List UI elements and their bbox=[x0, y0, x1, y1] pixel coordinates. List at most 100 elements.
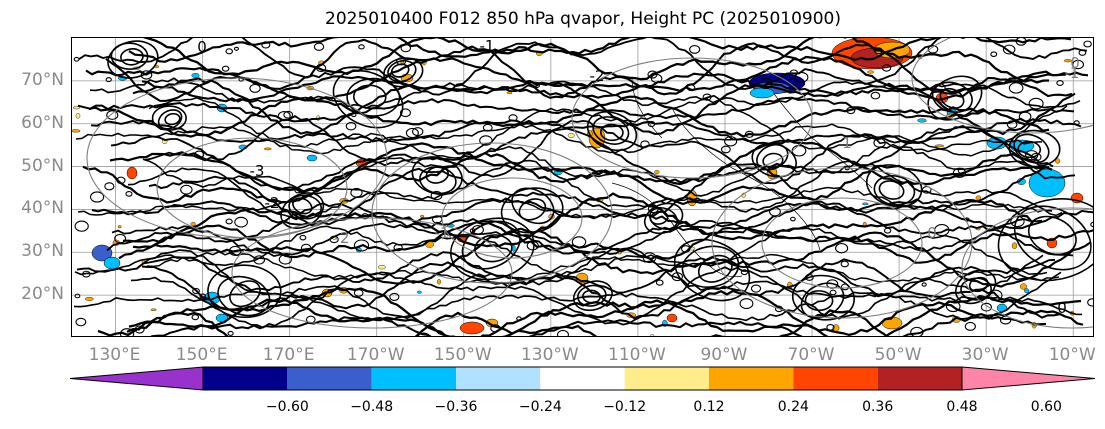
height-contour-speck bbox=[789, 69, 799, 77]
latitude-label: 50°N bbox=[21, 155, 64, 176]
colorbar-extend-high bbox=[961, 366, 1095, 391]
height-contour-loop bbox=[681, 245, 740, 288]
moisture-anomaly-speck bbox=[437, 279, 441, 285]
height-contour-speck bbox=[835, 243, 849, 254]
height-contour-speck bbox=[571, 236, 587, 248]
height-contour-speck bbox=[396, 57, 407, 66]
contour-label: -1 bbox=[1065, 64, 1080, 82]
height-contour-loop bbox=[586, 111, 638, 152]
contour-label: 0 bbox=[1070, 54, 1080, 72]
coastlines bbox=[611, 77, 873, 278]
height-contour-speck bbox=[846, 106, 856, 115]
height-contour-line bbox=[142, 38, 1050, 84]
height-contour-speck bbox=[945, 300, 961, 313]
height-contour-speck bbox=[650, 73, 663, 84]
height-contour-speck bbox=[987, 289, 1003, 302]
colorbar-tick-label: 0.60 bbox=[1030, 399, 1062, 415]
height-contour-speck bbox=[412, 127, 424, 137]
colorbar-tick-label: −0.24 bbox=[518, 399, 562, 415]
height-contour-line bbox=[144, 115, 1076, 185]
height-contour-loop bbox=[804, 290, 834, 312]
height-contour-speck bbox=[89, 191, 105, 203]
height-contour-speck bbox=[791, 145, 807, 157]
height-contour-speck bbox=[199, 293, 207, 299]
height-contour-speck bbox=[933, 83, 946, 93]
height-contour-speck bbox=[870, 91, 881, 100]
height-contour-speck bbox=[221, 65, 230, 72]
height-contour-speck bbox=[125, 191, 133, 197]
height-contour-loop bbox=[592, 116, 630, 145]
moisture-anomaly-speck bbox=[72, 129, 81, 133]
height-contour-speck bbox=[1010, 215, 1025, 228]
height-contour-speck bbox=[104, 182, 115, 191]
height-contour-speck bbox=[490, 324, 501, 333]
height-contour-speck bbox=[358, 44, 365, 50]
longitude-label: 90°W bbox=[700, 345, 748, 365]
height-contour-speck bbox=[686, 84, 696, 92]
height-contour-loop bbox=[1013, 205, 1092, 271]
height-contour-loop bbox=[157, 109, 183, 130]
height-contour-speck bbox=[105, 77, 112, 83]
height-contour-loop bbox=[756, 143, 789, 171]
height-contour-speck bbox=[957, 167, 966, 175]
height-contour-line bbox=[128, 38, 1072, 63]
height-contour-speck bbox=[980, 302, 992, 312]
colorbar-tick-label: 0.24 bbox=[777, 399, 809, 415]
height-contour-speck bbox=[194, 150, 205, 159]
latitude-label: 30°N bbox=[21, 241, 64, 262]
moisture-anomaly-speck bbox=[1019, 283, 1027, 290]
moisture-anomaly-speck bbox=[1024, 288, 1030, 294]
height-contour-speck bbox=[1002, 44, 1016, 55]
height-contour-speck bbox=[647, 120, 656, 128]
height-contour-speck bbox=[294, 187, 302, 194]
height-contour-speck bbox=[482, 123, 493, 132]
colorbar-segment bbox=[203, 367, 288, 390]
height-contour-loop bbox=[955, 269, 997, 305]
moisture-anomaly-speck bbox=[117, 225, 122, 229]
height-contour-loop bbox=[927, 75, 983, 121]
pc-contour-loop bbox=[441, 177, 583, 259]
height-contour-line bbox=[142, 143, 1038, 197]
height-contour-loop bbox=[673, 238, 751, 302]
height-contour-speck bbox=[794, 71, 809, 83]
longitude-label: 10°W bbox=[1048, 345, 1096, 365]
height-contour-line bbox=[127, 159, 1053, 221]
moisture-anomaly-speck bbox=[263, 147, 272, 151]
moisture-anomaly-speck bbox=[377, 265, 386, 270]
colorbar-segment bbox=[371, 367, 456, 390]
height-contour-speck bbox=[353, 289, 364, 297]
height-contour-loop bbox=[461, 220, 521, 270]
height-contour-speck bbox=[840, 260, 849, 268]
colorbar-tick-label: 0.48 bbox=[946, 399, 978, 415]
height-contour-speck bbox=[74, 220, 89, 232]
height-contour-speck bbox=[874, 47, 883, 55]
height-contour-speck bbox=[829, 289, 837, 296]
map-canvas: 0 -10-2-3-2 -100-1-21 bbox=[72, 38, 1093, 336]
contour-labels: 0 -10-2-3-2 -100-1-21 bbox=[197, 38, 1080, 317]
height-contour-line bbox=[132, 77, 1076, 136]
colorbar-segment bbox=[709, 367, 794, 390]
colorbar bbox=[70, 366, 1095, 391]
height-contour-loop bbox=[865, 164, 923, 208]
height-contour-loop bbox=[939, 87, 965, 109]
height-contour-line bbox=[88, 95, 1050, 138]
longitude-label: 170°W bbox=[346, 345, 405, 365]
moisture-anomaly-speck bbox=[190, 221, 196, 227]
moisture-anomaly-speck bbox=[934, 144, 944, 148]
colorbar-tick-label: −0.12 bbox=[603, 399, 647, 415]
height-contour-speck bbox=[399, 108, 411, 118]
height-contour-speck bbox=[804, 273, 814, 281]
height-contour-speck bbox=[233, 46, 239, 51]
pc-contour-loop bbox=[961, 207, 1093, 329]
height-contour-line bbox=[78, 38, 1088, 96]
height-contour-speck bbox=[227, 330, 234, 336]
height-contour-speck bbox=[315, 63, 327, 73]
colorbar-tick-label: −0.60 bbox=[265, 399, 309, 415]
height-contour-speck bbox=[744, 130, 754, 138]
height-contour-line bbox=[122, 221, 1093, 264]
height-contour-speck bbox=[82, 270, 91, 278]
height-contour-speck bbox=[883, 227, 892, 234]
height-contour-speck bbox=[655, 279, 664, 286]
colorbar-tick-label: 0.36 bbox=[862, 399, 894, 415]
height-contour-loop bbox=[997, 197, 1093, 282]
